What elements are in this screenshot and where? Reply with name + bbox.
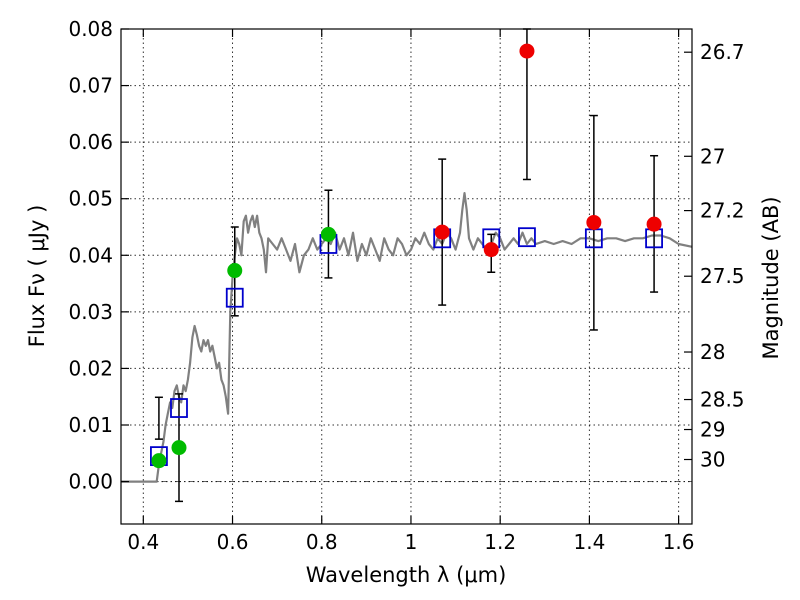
y-tick-label: 0.03 — [68, 300, 113, 324]
tick-marks — [121, 28, 692, 524]
model-photometry-square — [170, 398, 188, 418]
model-photometry-square — [518, 227, 536, 248]
y-tick-label: 0.05 — [68, 187, 113, 211]
y-tick-label: 0.06 — [68, 130, 113, 154]
grid — [121, 28, 692, 524]
magnitude-tick-label: 27.5 — [700, 264, 745, 288]
y-tick-label: 0.01 — [68, 413, 113, 437]
x-tick-labels: 0.4 0.6 0.8 1 1.2 1.4 1.6 — [127, 530, 694, 554]
observed-nir-point — [434, 224, 450, 240]
magnitude-tick-labels: 26.7 27 27.2 27.5 28 28.5 29 30 — [700, 40, 745, 471]
error-bar — [154, 396, 163, 440]
y-tick-label: 0.02 — [68, 356, 113, 380]
magnitude-tick-label: 27.2 — [700, 199, 745, 223]
y-tick-label: 0.07 — [68, 74, 113, 98]
plot-frame — [120, 28, 693, 525]
magnitude-axis-label: Magnitude (AB) — [759, 196, 783, 359]
observed-points — [151, 43, 662, 469]
observed-optical-point — [151, 453, 167, 469]
magnitude-tick-label: 28.5 — [700, 388, 745, 412]
x-tick-label: 1.2 — [484, 530, 516, 554]
magnitude-tick-label: 29 — [700, 418, 725, 442]
y-tick-label: 0.04 — [68, 243, 113, 267]
x-tick-label: 0.8 — [306, 530, 338, 554]
y-tick-label: 0.08 — [68, 17, 113, 41]
magnitude-tick-label: 28 — [700, 340, 725, 364]
observed-nir-point — [483, 242, 499, 258]
y-axis-label: Flux Fν ( μJy ) — [25, 205, 49, 348]
magnitude-tick-label: 30 — [700, 448, 725, 472]
x-tick-label: 0.6 — [217, 530, 249, 554]
observed-optical-point — [320, 226, 336, 242]
x-axis-label: Wavelength λ (μm) — [306, 563, 507, 587]
x-tick-label: 1.4 — [573, 530, 605, 554]
observed-optical-point — [227, 263, 243, 279]
model-photometry-square — [225, 287, 244, 308]
observed-nir-point — [519, 43, 535, 59]
observed-nir-point — [646, 216, 662, 232]
y-tick-labels: 0.00 0.01 0.02 0.03 0.04 0.05 0.06 0.07 0.08 — [68, 17, 113, 494]
model-photometry-markers — [150, 227, 663, 467]
observed-optical-point — [171, 440, 187, 456]
x-tick-label: 1 — [405, 530, 418, 554]
model-line-group — [121, 192, 693, 483]
magnitude-tick-label: 26.7 — [700, 40, 745, 64]
model-spectrum-line — [121, 192, 693, 483]
y-tick-label: 0.00 — [68, 470, 113, 494]
x-tick-label: 0.4 — [127, 530, 159, 554]
magnitude-tick-label: 27 — [700, 144, 725, 168]
x-tick-label: 1.6 — [663, 530, 695, 554]
observed-nir-point — [586, 214, 602, 230]
